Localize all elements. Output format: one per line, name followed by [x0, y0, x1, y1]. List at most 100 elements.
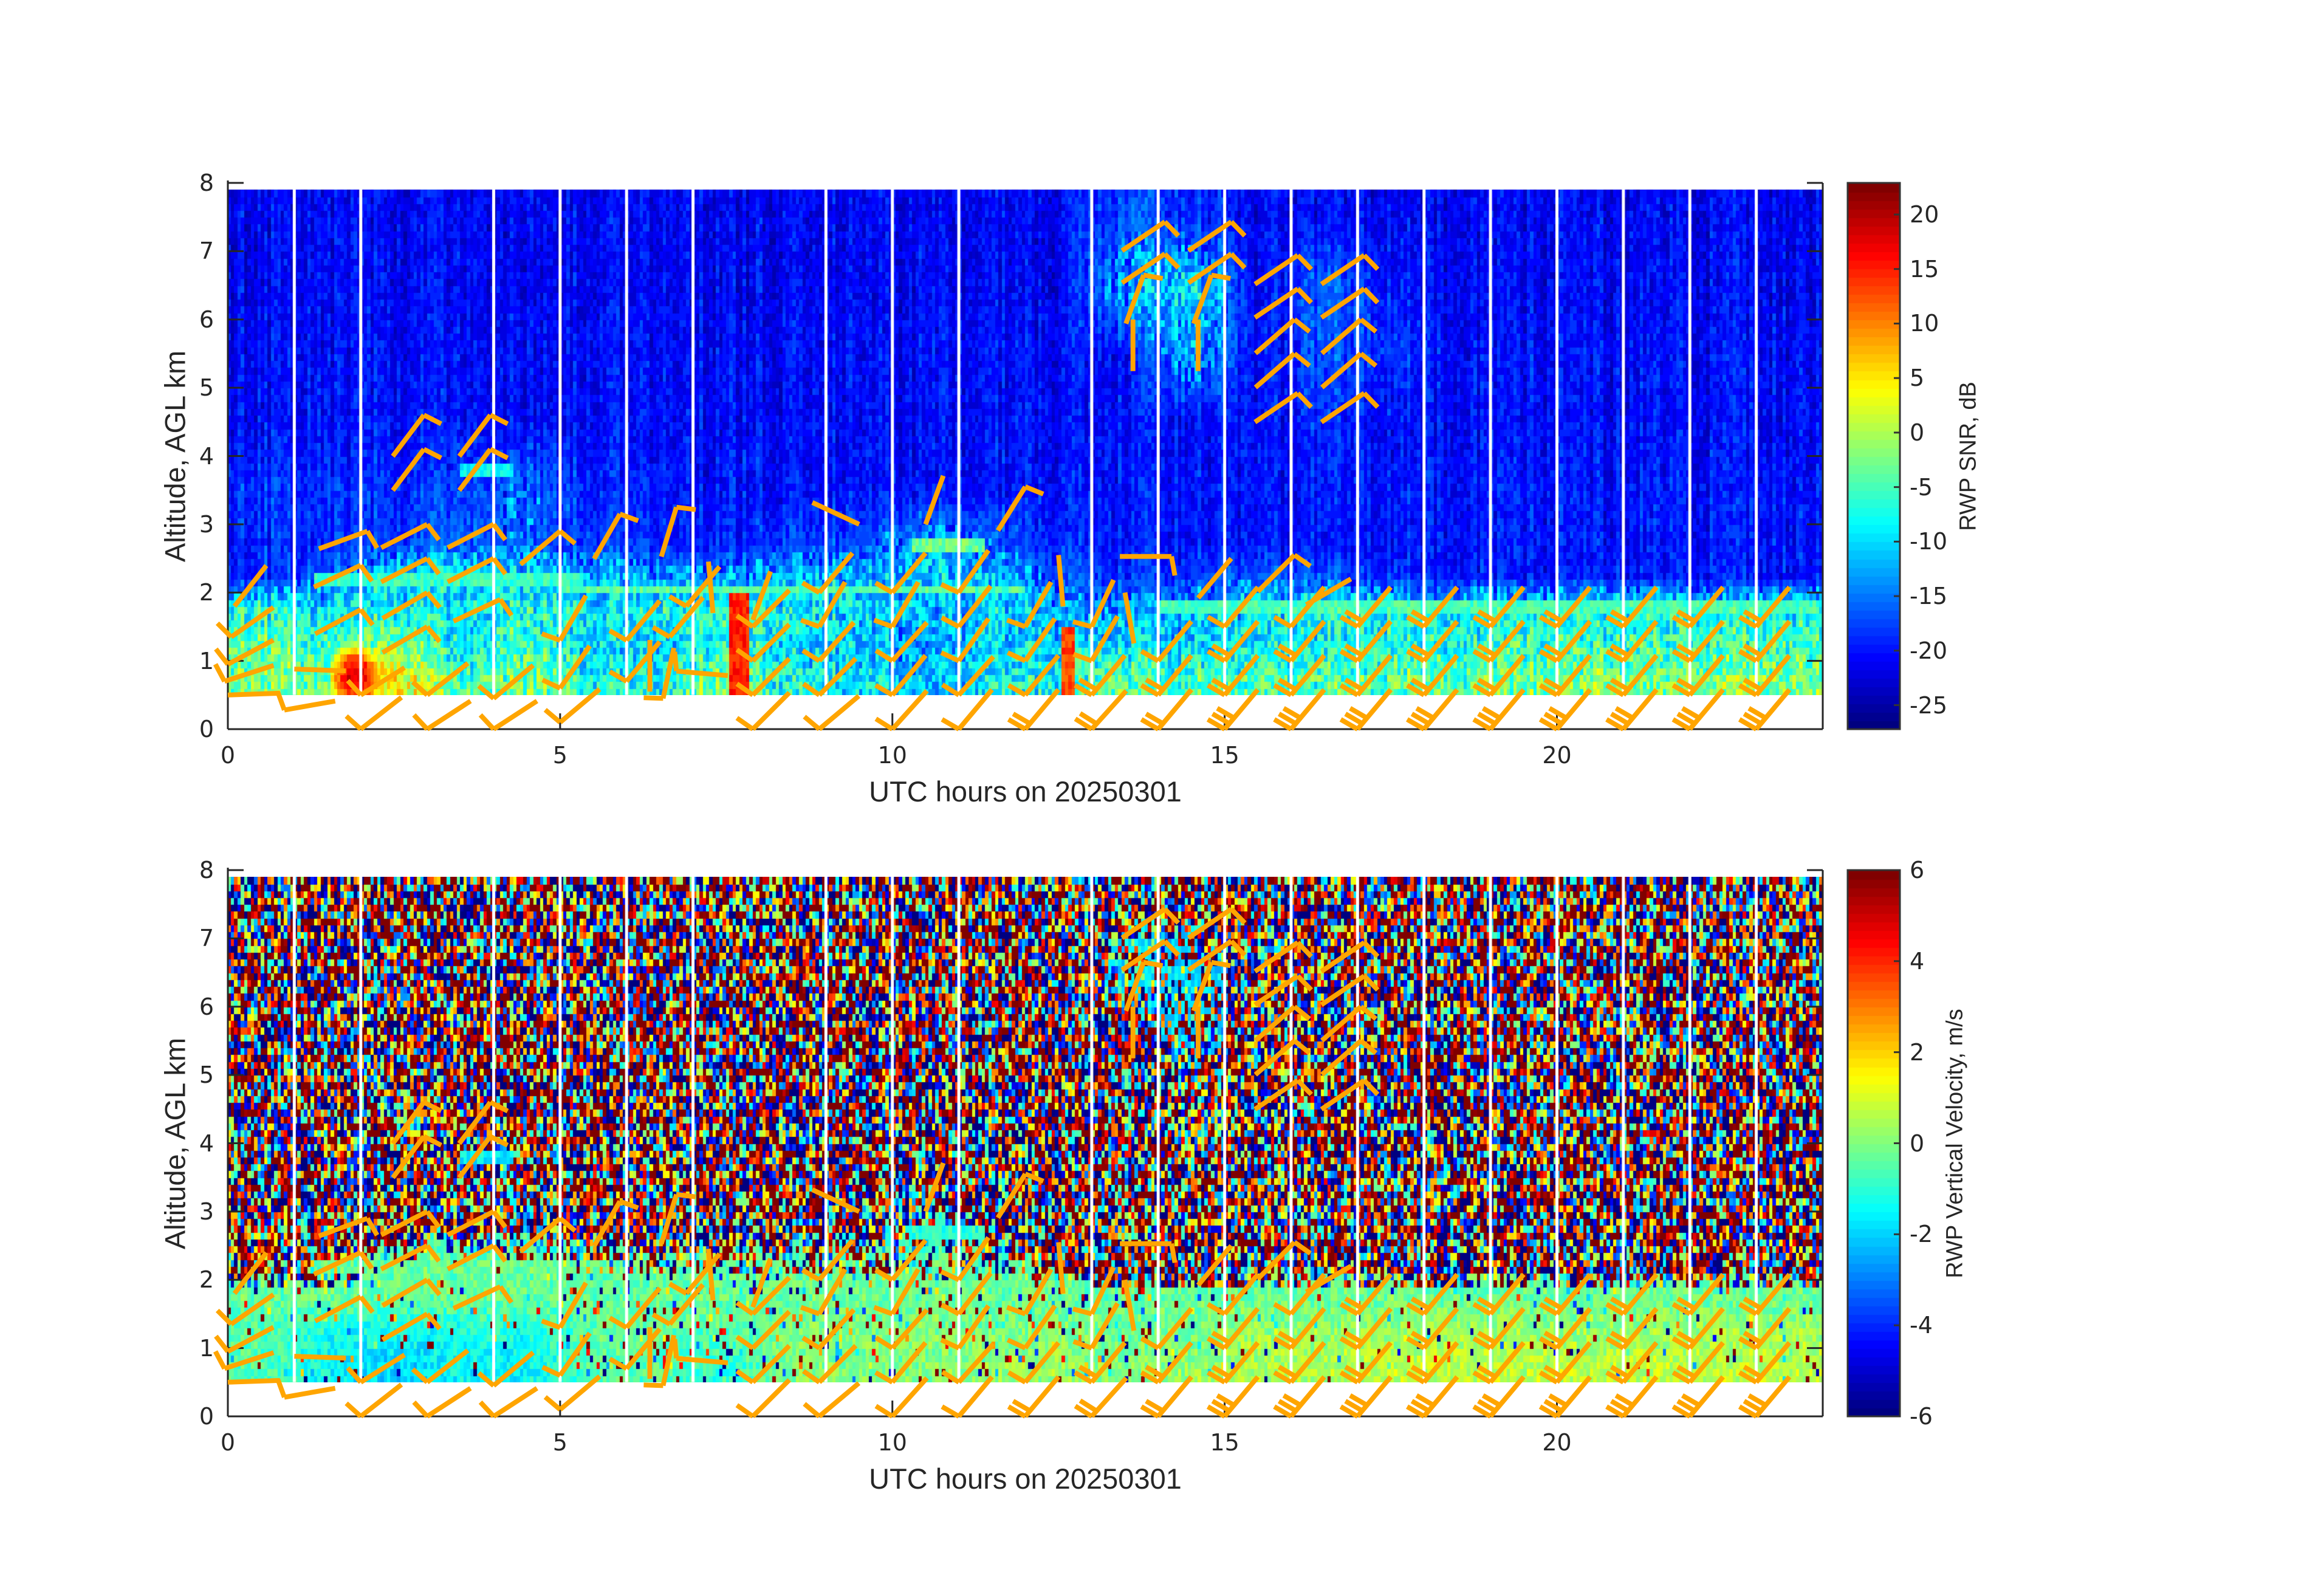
wind-barb [391, 447, 442, 492]
wind-barb-shaft [1555, 1272, 1592, 1316]
wind-barb [313, 1250, 374, 1277]
wind-barb [874, 689, 929, 732]
y-tick-label: 7 [199, 925, 214, 952]
wind-barb-shaft [1356, 585, 1393, 629]
wind-barb-shaft [1489, 619, 1526, 663]
wind-barb-shaft [1289, 1306, 1326, 1350]
wind-barb-feather [1007, 1404, 1027, 1419]
wind-barb [1738, 585, 1792, 629]
wind-barb [477, 663, 535, 701]
wind-barb-shaft [676, 1356, 728, 1365]
wind-barb-shaft [1023, 1341, 1061, 1384]
wind-barb-feather [1362, 974, 1380, 992]
wind-barb-shaft [425, 661, 470, 697]
wind-barb-shaft [706, 561, 716, 614]
wind-barb-feather [422, 1100, 442, 1114]
x-tick-label: 20 [1542, 742, 1572, 769]
wind-barb-shaft [923, 1162, 946, 1213]
wind-barb [1339, 1375, 1393, 1419]
wind-barb [446, 556, 507, 585]
wind-barb [1256, 553, 1312, 594]
y-tick-label: 2 [199, 1266, 214, 1294]
wind-barb-shaft [660, 1334, 676, 1387]
wind-barb-shaft [1356, 1341, 1393, 1384]
wind-barb-shaft [294, 667, 346, 674]
wind-barb-shaft [492, 663, 535, 701]
wind-barb-feather [478, 713, 496, 731]
wind-barb-shaft [519, 1216, 562, 1254]
wind-barb-feather [541, 1365, 561, 1378]
wind-barb-shaft [1621, 688, 1659, 731]
wind-barb-shaft [1253, 1078, 1300, 1111]
wind-barb-shaft [1688, 1341, 1725, 1384]
wind-barb [478, 699, 538, 732]
wind-barb-feather [1024, 484, 1044, 496]
wind-barb-feather [1339, 1336, 1359, 1351]
wind-barb-feather [1543, 1330, 1563, 1345]
wind-barb-feather [803, 1402, 821, 1419]
y-tick-label: 2 [199, 579, 214, 606]
wind-barb-shaft [1688, 1272, 1725, 1316]
wind-barb [1191, 959, 1231, 1012]
wind-barb-shaft [1621, 1375, 1659, 1418]
wind-barb-feather [422, 1134, 442, 1148]
wind-barb-shaft [1253, 973, 1300, 1007]
y-axis-label: Altitude, AGL km [159, 350, 191, 563]
wind-barb [1671, 619, 1725, 664]
wind-barb [1253, 351, 1311, 389]
wind-barb-shaft [956, 584, 993, 628]
wind-barb-feather [1543, 1296, 1563, 1311]
wind-barb [1056, 1242, 1066, 1294]
wind-barb-shaft [659, 1193, 679, 1245]
wind-barb [391, 413, 442, 458]
wind-barb-shaft [890, 689, 929, 731]
wind-barb [1738, 1375, 1792, 1419]
wind-barb-shaft [558, 1374, 602, 1411]
x-tick-label: 10 [877, 742, 907, 769]
wind-barb-shaft [1688, 654, 1725, 697]
y-tick-label: 6 [199, 993, 214, 1020]
wind-barb-shaft [1089, 615, 1120, 662]
wind-barb-shaft [1222, 585, 1260, 629]
wind-barb-feather [801, 580, 821, 595]
wind-barb-shaft [956, 549, 991, 594]
wind-barb-feather [1169, 555, 1177, 576]
wind-barb-feather [344, 1401, 363, 1418]
wind-barb-feather [1169, 1243, 1177, 1263]
wind-barb-shaft [817, 1308, 856, 1350]
wind-barb-feather [1472, 1404, 1492, 1419]
wind-barb [1472, 1272, 1526, 1316]
wind-barb-shaft [956, 1271, 993, 1315]
wind-barb-shaft [811, 500, 860, 527]
wind-barb-feather [1747, 1393, 1767, 1408]
wind-barb [1339, 1341, 1393, 1385]
wind-barb-shaft [890, 1267, 920, 1315]
wind-barb-feather [1543, 643, 1563, 657]
wind-barb-feather [1012, 1399, 1032, 1413]
wind-barb [1187, 219, 1247, 253]
wind-barb-feather [1072, 1339, 1093, 1351]
wind-barb [923, 475, 946, 526]
wind-barb-feather [1481, 1393, 1501, 1408]
colorbar-tick-label: -25 [1910, 691, 1948, 719]
wind-barb-shaft [1253, 253, 1300, 286]
wind-barb-shaft [446, 522, 495, 551]
wind-barb [543, 687, 602, 724]
wind-barb-feather [735, 682, 755, 698]
wind-barb-feather [216, 621, 233, 639]
wind-barb [659, 504, 696, 558]
y-tick-label: 3 [199, 1198, 214, 1225]
wind-barb [1671, 1272, 1725, 1316]
wind-barb-feather [1339, 1404, 1359, 1419]
wind-barb-shaft [811, 1187, 860, 1214]
wind-barb [232, 564, 269, 608]
colorbar-tick-label: 4 [1910, 947, 1925, 975]
wind-barb-shaft [890, 1376, 929, 1418]
wind-barb-shaft [1289, 1375, 1326, 1418]
wind-barb-shaft [1187, 219, 1233, 253]
wind-barb-shaft [227, 637, 275, 667]
wind-barb-feather [1145, 1399, 1164, 1413]
wind-barb [1320, 253, 1380, 286]
wind-barb [314, 1294, 375, 1323]
wind-barb-shaft [1156, 688, 1193, 731]
